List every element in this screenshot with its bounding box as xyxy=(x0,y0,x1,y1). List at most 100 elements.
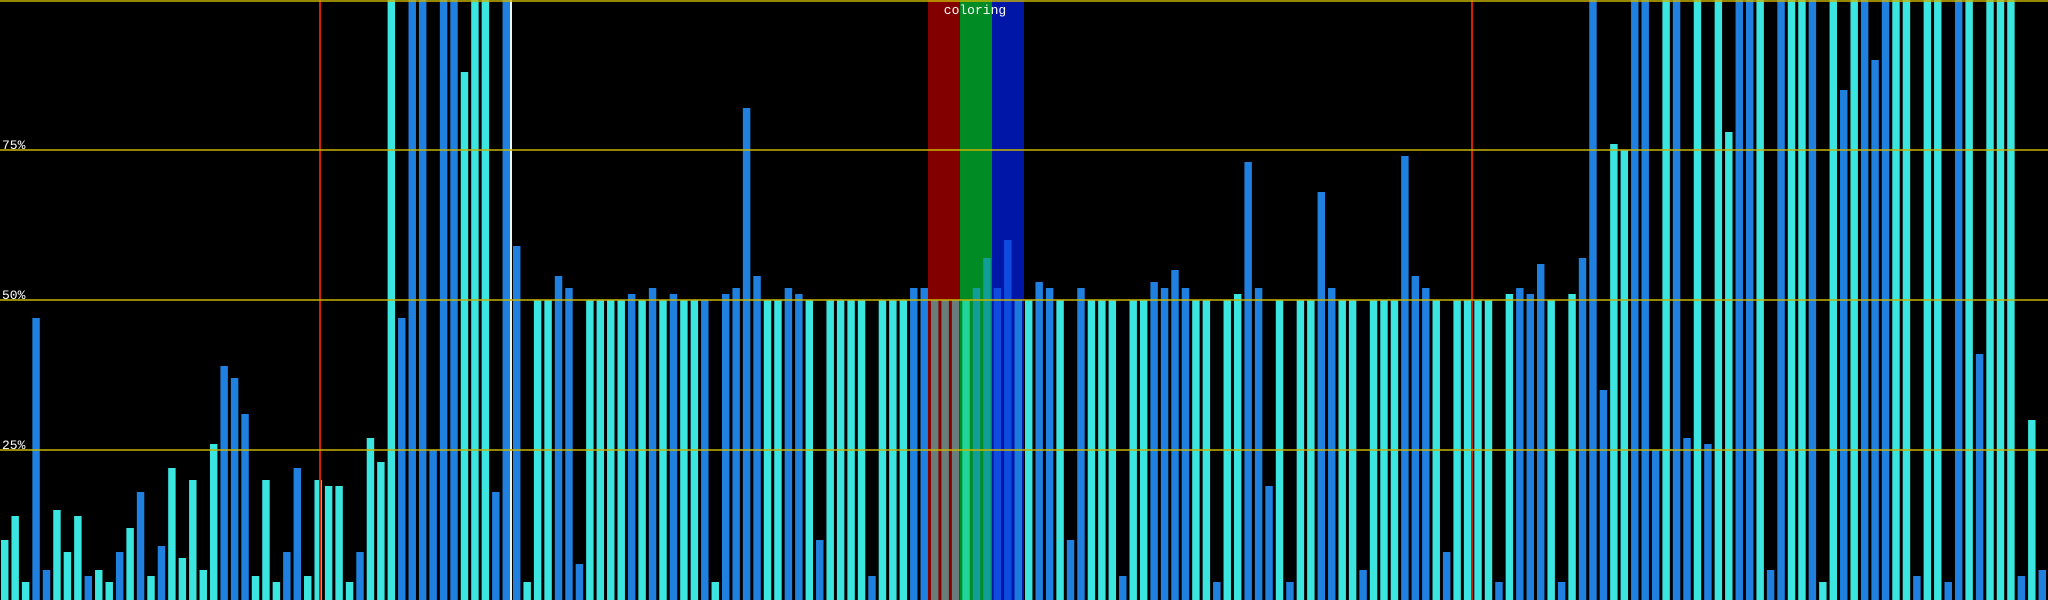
bar xyxy=(523,582,531,600)
bar xyxy=(1317,192,1326,600)
bar xyxy=(1871,60,1879,600)
bar xyxy=(648,288,657,600)
bar xyxy=(784,288,793,600)
bar xyxy=(1359,570,1367,600)
bar xyxy=(1265,486,1273,600)
bar xyxy=(1244,162,1252,600)
bar xyxy=(32,318,40,600)
bar xyxy=(1066,540,1075,600)
bar xyxy=(189,480,197,600)
bar xyxy=(63,552,72,600)
bar xyxy=(1975,354,1984,600)
bar xyxy=(1213,582,1221,600)
bar xyxy=(1495,582,1503,600)
bar xyxy=(1516,288,1524,600)
bar xyxy=(115,552,124,600)
bar xyxy=(304,576,312,600)
bar xyxy=(460,72,469,600)
bar xyxy=(1171,270,1179,600)
bar xyxy=(920,288,928,600)
bar xyxy=(795,294,803,600)
bar xyxy=(1119,576,1127,600)
bar xyxy=(84,576,93,600)
bar xyxy=(721,294,730,600)
bar xyxy=(209,444,218,600)
bar xyxy=(126,528,134,600)
bar xyxy=(324,486,333,600)
bar xyxy=(1599,390,1608,600)
bar xyxy=(1035,282,1043,600)
bar xyxy=(1537,264,1545,600)
bar xyxy=(241,414,249,600)
bar xyxy=(1944,582,1952,600)
bar xyxy=(1840,90,1848,600)
bar xyxy=(1045,288,1054,600)
bar xyxy=(1150,282,1158,600)
bar xyxy=(136,492,145,600)
bar xyxy=(1610,144,1618,600)
bar xyxy=(53,510,61,600)
bar xyxy=(2017,576,2026,600)
bar xyxy=(816,540,824,600)
bar xyxy=(1401,156,1409,600)
bar xyxy=(21,582,30,600)
band-label: coloring xyxy=(944,3,1006,18)
bar xyxy=(627,294,636,600)
bar xyxy=(335,486,343,600)
bar xyxy=(293,468,302,600)
bar xyxy=(565,288,573,600)
bar xyxy=(868,576,876,600)
bar xyxy=(2028,420,2036,600)
bar xyxy=(1,540,9,600)
bar xyxy=(398,318,406,600)
bar xyxy=(1505,294,1514,600)
bar xyxy=(1819,582,1827,600)
bar xyxy=(1913,576,1921,600)
bar xyxy=(178,558,187,600)
y-tick-label: 50% xyxy=(2,288,26,303)
bar xyxy=(1160,288,1169,600)
bar xyxy=(168,468,176,600)
bar xyxy=(157,546,166,600)
bar xyxy=(753,276,761,600)
bar xyxy=(2038,570,2046,600)
bar xyxy=(1578,258,1587,600)
bar xyxy=(11,516,19,600)
bar xyxy=(283,552,291,600)
bar xyxy=(345,582,354,600)
bar xyxy=(1233,294,1242,600)
bar xyxy=(1286,582,1294,600)
bar xyxy=(1181,288,1190,600)
bar xyxy=(1254,288,1263,600)
bar xyxy=(314,480,322,600)
bar xyxy=(366,438,375,600)
bar xyxy=(95,570,103,600)
bar xyxy=(1766,570,1775,600)
bar xyxy=(910,288,918,600)
bar xyxy=(742,108,751,600)
y-tick-label: 75% xyxy=(2,138,26,153)
bar xyxy=(983,258,991,600)
bar xyxy=(147,576,155,600)
bar xyxy=(513,246,521,600)
bar xyxy=(711,582,719,600)
bar xyxy=(1077,288,1085,600)
bar xyxy=(1442,552,1451,600)
bar xyxy=(356,552,364,600)
bar xyxy=(429,450,437,600)
grid-group: 25% 50% 75% xyxy=(0,138,2048,453)
bar xyxy=(1651,450,1660,600)
bar xyxy=(377,462,385,600)
bar xyxy=(1557,582,1566,600)
bar xyxy=(1422,288,1430,600)
bar xyxy=(251,576,260,600)
bar xyxy=(1568,294,1576,600)
bar xyxy=(199,570,207,600)
bar xyxy=(575,564,584,600)
bar xyxy=(262,480,270,600)
bar xyxy=(1704,444,1712,600)
bar xyxy=(1620,150,1629,600)
bar xyxy=(272,582,281,600)
